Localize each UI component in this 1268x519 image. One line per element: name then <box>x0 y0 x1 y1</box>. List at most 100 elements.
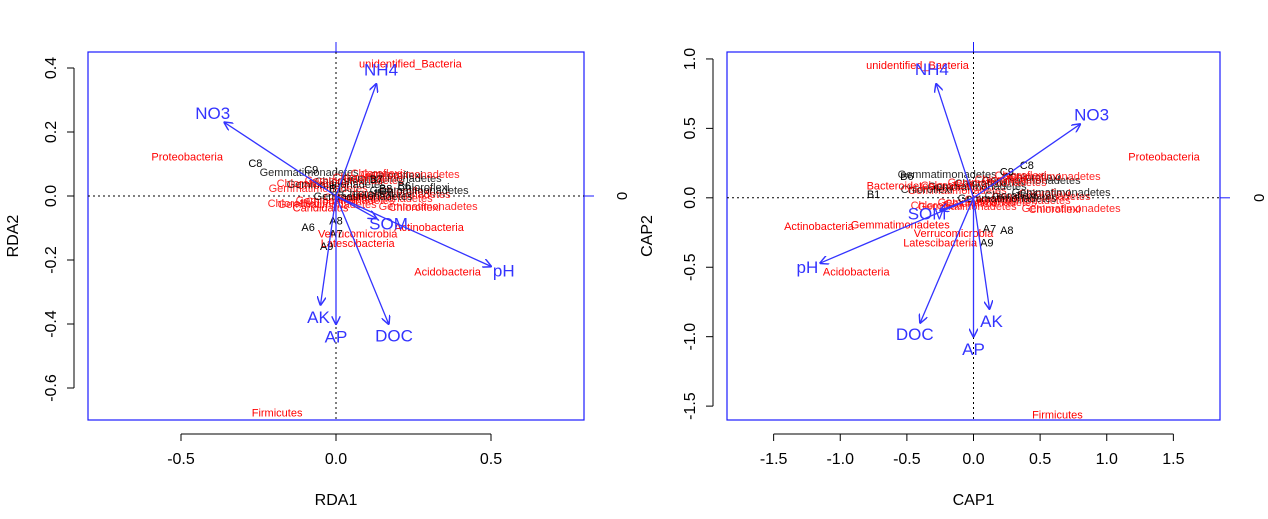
panel-2: 0 -1.5 -1.0 -0.5 0.0 0.5 1.0 1.5 CAP1 -1.5 -1.0 -0.… <box>639 42 1268 509</box>
env-arrow-label: pH <box>797 258 819 277</box>
site-label: A9 <box>320 241 333 253</box>
taxon-label: Candidatus <box>293 203 349 215</box>
taxon-label: Acidobacteria <box>823 267 891 279</box>
cluster-glyphs: Chloroflexi <box>1019 188 1071 200</box>
cluster-glyphs: Gemmatimonadetes <box>343 173 443 185</box>
cluster-glyphs: Chloroflexi <box>306 196 358 208</box>
env-arrow <box>940 197 974 210</box>
y-axis-label: CAP2 <box>639 215 656 257</box>
env-arrow-label: DOC <box>375 326 413 345</box>
cluster-glyphs: Gemmatimonadetes <box>379 201 479 213</box>
taxon-label: unidentified_Bacteria <box>359 59 463 71</box>
taxon-label: Proteobacteria <box>151 152 223 164</box>
cluster-glyphs: Gemmatimonadetes <box>352 189 452 201</box>
env-arrow-label: AP <box>325 327 348 346</box>
cluster-glyphs: Gemmatimonadetes <box>370 185 470 197</box>
taxon-label: Bacteroidetes <box>867 181 935 193</box>
y-tick-label: 0.2 <box>43 121 60 143</box>
cluster-glyphs: Gemmatimonadetes <box>908 185 1008 197</box>
cluster-glyphs: Gemmatimonadetes <box>928 181 1028 193</box>
cluster-glyphs: Gemmatimonadetes <box>314 191 414 203</box>
label-cluster: GemmatimonadetesChloroflexiGemmatimonade… <box>898 169 1122 216</box>
cluster-glyphs: Gemmatimonadetes <box>992 191 1092 203</box>
site-label: C9 <box>1000 167 1014 179</box>
site-label: B8 <box>379 184 392 196</box>
cluster-glyphs: Chloroflexi <box>995 170 1047 182</box>
cluster-glyphs: Gemmatimonadetes <box>334 193 434 205</box>
right-axis-label: 0 <box>614 192 631 200</box>
site-label: A7 <box>983 224 996 236</box>
cluster-glyphs: Gemmatimonadetes <box>898 169 998 181</box>
env-arrow-label: NH4 <box>915 60 949 79</box>
site-label: A6 <box>301 222 314 234</box>
y-tick-label: -0.6 <box>43 374 60 402</box>
cluster-glyphs: Chloroflexi <box>1029 204 1081 216</box>
site-label: A9 <box>980 238 993 250</box>
env-arrow <box>335 195 376 218</box>
right-axis-label: 0 <box>1251 194 1268 202</box>
cluster-glyphs: Chloroflexi <box>380 186 432 198</box>
env-arrow <box>321 195 337 305</box>
site-label: C8 <box>248 158 262 170</box>
y-tick-label: -0.2 <box>43 246 60 274</box>
y-axis-label: RDA2 <box>5 215 22 258</box>
taxon-label: Gemmatimonadetes <box>851 219 951 231</box>
cluster-glyphs: Gemmatimonadetes <box>361 169 461 181</box>
y-tick-label: -0.4 <box>43 310 60 338</box>
env-arrow <box>972 197 990 309</box>
x-tick-label: 0.0 <box>325 451 347 468</box>
env-arrow <box>973 124 1081 199</box>
cluster-glyphs: Gemmatimonadetes <box>287 179 387 191</box>
cluster-glyphs: Chloroflexi <box>935 182 987 194</box>
x-axis-label: CAP1 <box>953 492 995 509</box>
cluster-glyphs: Chloroflexi <box>351 168 403 180</box>
cluster-glyphs: Chloroflexi <box>268 198 320 210</box>
env-arrow-label: AK <box>980 312 1003 331</box>
cluster-glyphs: Gemmatimonadetes <box>305 175 405 187</box>
cluster-glyphs: Gemmatimonadetes <box>278 199 378 211</box>
y-tick-label: 1.0 <box>682 48 699 70</box>
env-arrow-label: SOM <box>369 215 408 234</box>
env-arrow-label: NO3 <box>1074 106 1109 125</box>
cluster-glyphs: Gemmatimonadetes <box>1002 171 1102 183</box>
cluster-glyphs: Chloroflexi <box>398 182 450 194</box>
site-label: B1 <box>867 189 880 201</box>
env-arrow-label: AP <box>962 340 985 359</box>
x-tick-label: 0.5 <box>1029 451 1051 468</box>
cluster-glyphs: Gemmatimonadetes <box>1012 187 1112 199</box>
taxon-label: Actinobacteria <box>784 221 855 233</box>
cluster-glyphs: Chloroflexi <box>277 178 329 190</box>
taxon-label: Acidobacteria <box>414 267 482 279</box>
y-tick-label: 0.5 <box>682 117 699 139</box>
env-arrow-label: SOM <box>908 205 947 224</box>
taxon-label: Latescibacteria <box>321 238 396 250</box>
x-tick-label: 1.0 <box>1096 451 1118 468</box>
site-label: C9 <box>304 164 318 176</box>
env-arrow-label: NO3 <box>195 104 230 123</box>
y-tick-label: 0.0 <box>682 187 699 209</box>
cluster-glyphs: Gemmatimonadetes <box>958 193 1058 205</box>
cluster-glyphs: Gemmatimonadetes <box>1022 203 1122 215</box>
y-tick-label: -1.0 <box>682 323 699 351</box>
cluster-glyphs: Chloroflexi <box>1009 172 1061 184</box>
cluster-glyphs: Gemmatimonadetes <box>982 175 1082 187</box>
env-arrow-label: pH <box>493 262 515 281</box>
cluster-glyphs: Gemmatimonadetes <box>938 197 1038 209</box>
env-arrow <box>335 195 491 266</box>
taxon-label: Verrucomicrobia <box>318 228 398 240</box>
taxon-label: unidentified_Bacteria <box>866 60 970 72</box>
taxon-label: Firmicutes <box>252 408 303 420</box>
x-tick-label: -0.5 <box>167 451 195 468</box>
env-arrow <box>224 122 337 197</box>
cluster-glyphs: Chloroflexi <box>921 180 973 192</box>
site-label: B6 <box>397 180 410 192</box>
cluster-glyphs: Chloroflexi <box>985 190 1037 202</box>
env-arrow <box>335 84 376 197</box>
env-arrow <box>920 197 975 323</box>
cluster-glyphs: Gemmatimonadetes <box>269 183 369 195</box>
y-tick-label: 0.4 <box>43 57 60 79</box>
x-tick-label: 0.0 <box>962 451 984 468</box>
env-arrow <box>936 84 975 199</box>
